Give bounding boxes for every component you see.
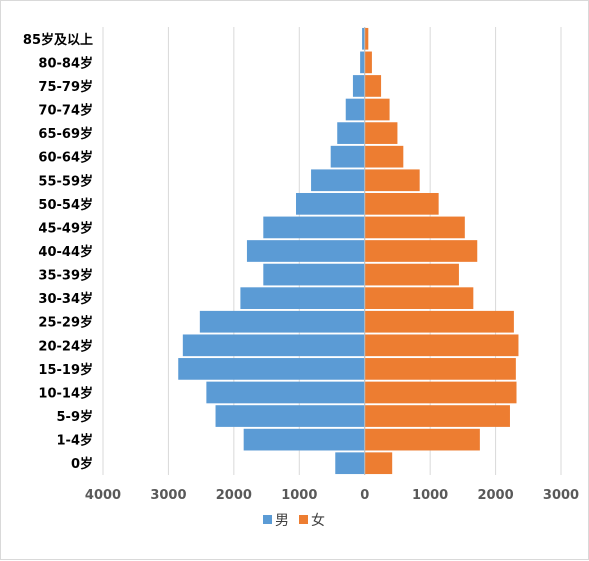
axes: 4000 3000 2000 1000 0 1000 2000 3000 0岁 1-4岁 5-9岁 1… — [23, 27, 579, 503]
y-category-label: 60-64岁 — [38, 150, 93, 166]
female-bar — [364, 27, 369, 50]
female-bar — [364, 452, 393, 475]
male-bar — [335, 452, 365, 475]
female-bar — [364, 334, 519, 357]
y-category-label: 1-4岁 — [57, 433, 94, 449]
female-bar — [364, 169, 420, 192]
female-bar — [364, 287, 474, 310]
female-bar — [364, 98, 390, 121]
y-category-label: 85岁及以上 — [23, 32, 93, 48]
female-bar — [364, 145, 404, 168]
y-category-label: 10-14岁 — [38, 385, 93, 401]
legend-swatch — [263, 515, 272, 524]
y-category-label: 15-19岁 — [38, 362, 93, 378]
x-tick-label: 4000 — [85, 488, 121, 503]
x-tick-label: 2000 — [216, 488, 252, 503]
y-category-label: 80-84岁 — [38, 55, 93, 71]
male-bar — [182, 334, 365, 357]
y-category-label: 70-74岁 — [38, 103, 93, 119]
male-bar — [178, 358, 365, 380]
x-tick-label: 1000 — [412, 488, 448, 503]
y-category-label: 25-29岁 — [38, 315, 93, 331]
female-bar — [364, 216, 465, 239]
male-bar — [362, 27, 365, 50]
y-category-label: 35-39岁 — [38, 268, 93, 284]
female-bar — [364, 405, 510, 427]
female-bar — [364, 122, 398, 144]
y-category-label: 0岁 — [71, 456, 93, 472]
y-category-label: 75-79岁 — [38, 79, 93, 95]
legend-label: 男 — [275, 513, 289, 529]
female-bar — [364, 358, 516, 380]
bars — [178, 27, 519, 475]
x-tick-label: 2000 — [477, 488, 513, 503]
y-category-label: 20-24岁 — [38, 338, 93, 354]
male-bar — [263, 216, 365, 239]
y-category-label: 30-34岁 — [38, 291, 93, 307]
x-tick-label: 0 — [360, 488, 369, 503]
male-bar — [263, 263, 365, 286]
male-bar — [330, 145, 365, 168]
x-tick-label: 1000 — [281, 488, 317, 503]
male-bar — [311, 169, 365, 192]
male-bar — [337, 122, 365, 144]
male-bar — [199, 310, 365, 333]
male-bar — [215, 405, 365, 427]
female-bar — [364, 310, 514, 333]
female-bar — [364, 75, 382, 97]
legend-label: 女 — [311, 512, 325, 529]
male-bar — [246, 240, 365, 262]
male-bar — [360, 51, 365, 74]
y-category-label: 50-54岁 — [38, 197, 93, 213]
male-bar — [240, 287, 365, 310]
y-category-label: 40-44岁 — [38, 244, 93, 260]
legend: 男女 — [263, 512, 325, 529]
male-bar — [296, 192, 365, 215]
female-bar — [364, 51, 372, 74]
female-bar — [364, 192, 439, 215]
x-tick-label: 3000 — [150, 488, 186, 503]
female-bar — [364, 263, 459, 286]
male-bar — [352, 75, 365, 97]
male-bar — [345, 98, 365, 121]
female-bar — [364, 240, 478, 262]
female-bar — [364, 381, 517, 404]
male-bar — [243, 428, 365, 451]
x-tick-label: 3000 — [543, 488, 579, 503]
male-bar — [206, 381, 365, 404]
y-category-label: 45-49岁 — [38, 220, 93, 236]
y-category-label: 55-59岁 — [38, 173, 93, 189]
legend-swatch — [299, 515, 308, 524]
female-bar — [364, 428, 480, 451]
y-category-label: 65-69岁 — [38, 126, 93, 142]
y-category-label: 5-9岁 — [57, 409, 94, 425]
